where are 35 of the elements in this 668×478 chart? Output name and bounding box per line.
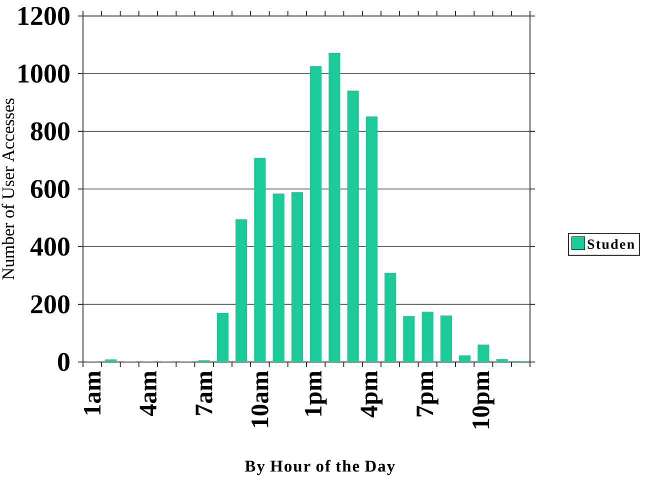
- bar: [272, 194, 284, 362]
- x-tick-label: 10pm: [472, 370, 494, 428]
- x-tick-label: 4am: [140, 370, 157, 416]
- bar: [478, 344, 490, 362]
- x-tick-label: 1am: [84, 370, 101, 414]
- x-axis-title: By Hour of the Day: [245, 460, 395, 476]
- bar: [403, 316, 415, 362]
- y-tick-label: 400: [30, 238, 70, 256]
- bar: [366, 116, 378, 362]
- bar: [440, 316, 452, 362]
- bar: [328, 52, 340, 362]
- x-tick-label: 1pm: [304, 370, 327, 416]
- y-tick-label: 800: [30, 122, 70, 140]
- bar: [105, 359, 117, 362]
- bar: [310, 66, 322, 362]
- bar: [291, 192, 303, 362]
- bar: [347, 90, 359, 362]
- y-tick-label: 200: [31, 295, 70, 314]
- bar: [236, 219, 248, 362]
- x-tick-label: 7pm: [416, 370, 438, 416]
- bar: [254, 158, 266, 362]
- x-tick-label: 4pm: [360, 370, 383, 418]
- y-tick-label: 0: [58, 352, 70, 372]
- bar: [216, 312, 228, 362]
- y-tick-label: 1200: [18, 6, 70, 26]
- bar: [496, 359, 508, 362]
- y-tick-label: 600: [30, 180, 70, 198]
- x-tick-label: 7am: [196, 370, 212, 415]
- bar: [459, 355, 471, 362]
- y-axis-title: Number of User Accesses: [2, 98, 14, 280]
- bar: [384, 272, 396, 362]
- x-tick-label: 10am: [252, 370, 268, 427]
- bar: [422, 312, 434, 362]
- y-tick-label: 1000: [18, 64, 70, 83]
- legend-label: Studen: [588, 239, 634, 249]
